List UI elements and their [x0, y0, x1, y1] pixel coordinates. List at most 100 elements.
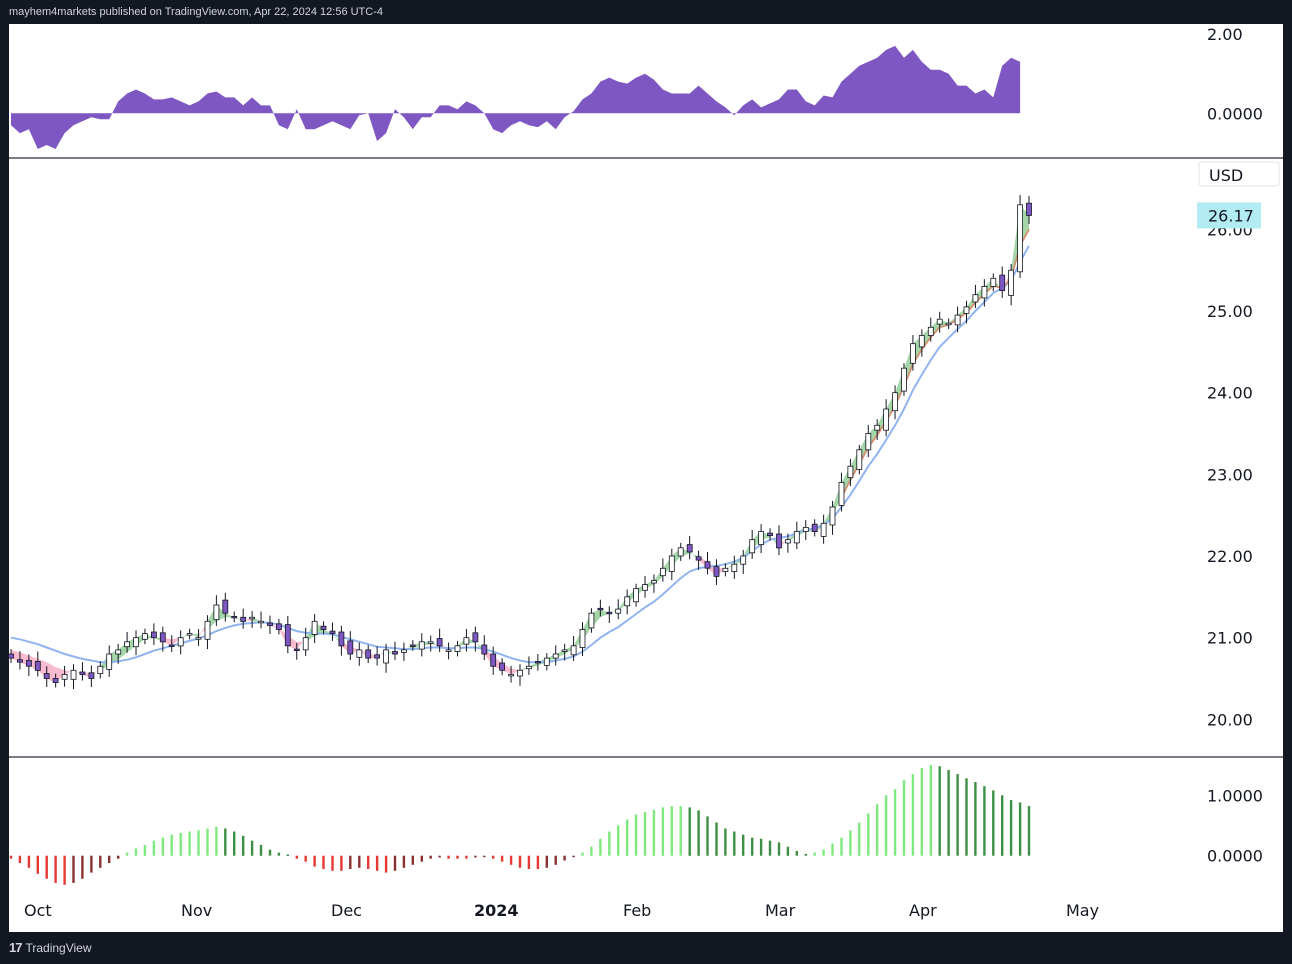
- histogram-bar[interactable]: [545, 855, 548, 868]
- candle-body[interactable]: [829, 506, 836, 526]
- candle-body[interactable]: [427, 641, 434, 644]
- candle-body[interactable]: [481, 644, 488, 655]
- candle[interactable]: [883, 399, 889, 437]
- oscillator-area[interactable]: [11, 45, 1021, 149]
- histogram-bar[interactable]: [679, 806, 682, 856]
- histogram-bar[interactable]: [911, 774, 915, 856]
- histogram-bar[interactable]: [759, 838, 763, 856]
- candle-body[interactable]: [776, 533, 782, 549]
- candle[interactable]: [561, 643, 568, 661]
- histogram-bar[interactable]: [349, 855, 352, 869]
- candle[interactable]: [436, 628, 443, 652]
- histogram-bar[interactable]: [617, 825, 620, 856]
- histogram-bar[interactable]: [554, 855, 557, 865]
- histogram-bar[interactable]: [215, 826, 218, 856]
- histogram-bar[interactable]: [563, 855, 566, 861]
- histogram-bar[interactable]: [54, 855, 57, 883]
- candle[interactable]: [177, 630, 184, 655]
- candle-body[interactable]: [445, 649, 452, 652]
- candle[interactable]: [615, 599, 622, 620]
- candle-body[interactable]: [713, 566, 720, 577]
- histogram-bar[interactable]: [9, 855, 13, 859]
- histogram-bar[interactable]: [143, 844, 147, 856]
- candle[interactable]: [338, 625, 345, 656]
- candle-body[interactable]: [418, 641, 425, 650]
- candle-body[interactable]: [660, 567, 666, 577]
- histogram-bar[interactable]: [956, 774, 959, 856]
- candle[interactable]: [427, 635, 434, 652]
- candle-body[interactable]: [668, 555, 675, 572]
- candle-body[interactable]: [883, 408, 889, 431]
- candle[interactable]: [231, 611, 238, 623]
- histogram-bar[interactable]: [242, 835, 245, 856]
- histogram-bar[interactable]: [402, 855, 406, 868]
- price-y-tick[interactable]: 21.00: [1207, 629, 1253, 648]
- histogram-bar[interactable]: [322, 855, 325, 869]
- candle[interactable]: [16, 651, 23, 670]
- candle-body[interactable]: [347, 640, 354, 655]
- candle[interactable]: [499, 658, 506, 676]
- brand-name[interactable]: TradingView: [25, 940, 92, 955]
- candle[interactable]: [811, 519, 818, 537]
- candle-body[interactable]: [1017, 204, 1023, 273]
- candle[interactable]: [517, 664, 523, 686]
- x-tick-2024[interactable]: 2024: [474, 901, 519, 920]
- candle-body[interactable]: [1008, 269, 1014, 296]
- candle-body[interactable]: [561, 649, 568, 652]
- candle-body[interactable]: [231, 616, 238, 619]
- candle[interactable]: [597, 599, 604, 617]
- candle[interactable]: [1026, 195, 1032, 225]
- ribbon-segment[interactable]: [600, 609, 610, 618]
- candle[interactable]: [293, 642, 300, 660]
- candle[interactable]: [311, 613, 318, 643]
- candle-body[interactable]: [293, 648, 300, 651]
- candle[interactable]: [302, 627, 309, 657]
- candle[interactable]: [713, 559, 720, 585]
- histogram-bar[interactable]: [706, 816, 709, 856]
- candle[interactable]: [722, 563, 729, 577]
- candle-body[interactable]: [526, 665, 532, 670]
- candle[interactable]: [749, 529, 756, 559]
- histogram-bar[interactable]: [375, 855, 379, 871]
- candle[interactable]: [990, 273, 997, 292]
- histogram-bar[interactable]: [429, 855, 432, 859]
- candle-body[interactable]: [61, 674, 68, 680]
- candle[interactable]: [159, 626, 166, 652]
- candle[interactable]: [535, 654, 541, 671]
- candle-body[interactable]: [838, 482, 845, 506]
- histogram-bar[interactable]: [902, 780, 906, 856]
- candle[interactable]: [106, 645, 113, 677]
- candle[interactable]: [284, 616, 291, 654]
- histogram-bar[interactable]: [72, 855, 75, 883]
- candle-body[interactable]: [329, 630, 336, 634]
- price-y-tick[interactable]: 24.00: [1207, 384, 1253, 403]
- candle-body[interactable]: [963, 306, 970, 314]
- candle[interactable]: [686, 535, 693, 560]
- candle-body[interactable]: [704, 561, 711, 569]
- x-tick-may[interactable]: May: [1066, 901, 1099, 920]
- candle[interactable]: [945, 318, 952, 329]
- price-y-tick[interactable]: 20.00: [1207, 710, 1253, 729]
- candle-body[interactable]: [490, 653, 497, 667]
- candle-body[interactable]: [820, 522, 827, 537]
- candle[interactable]: [785, 533, 791, 553]
- candle[interactable]: [633, 583, 639, 607]
- candle-body[interactable]: [999, 274, 1006, 292]
- histogram-bar[interactable]: [929, 765, 932, 856]
- candle[interactable]: [802, 520, 809, 541]
- tradingview-logo-icon[interactable]: 17: [9, 940, 23, 955]
- chart-frame[interactable]: 2.00 0.0000 20.00 21.00 22.00 23.00 24.00 25.0…: [9, 24, 1283, 932]
- histogram-bar[interactable]: [777, 842, 781, 856]
- candle-body[interactable]: [579, 629, 586, 648]
- candle[interactable]: [740, 549, 747, 574]
- candle-body[interactable]: [677, 547, 684, 557]
- histogram-bar[interactable]: [733, 831, 736, 856]
- candle[interactable]: [927, 317, 934, 342]
- candle-body[interactable]: [409, 644, 416, 647]
- candle[interactable]: [222, 592, 229, 622]
- candle[interactable]: [258, 611, 264, 629]
- candle[interactable]: [508, 665, 515, 683]
- candle[interactable]: [936, 311, 943, 333]
- histogram-bar[interactable]: [295, 855, 298, 859]
- histogram-bar[interactable]: [197, 830, 200, 856]
